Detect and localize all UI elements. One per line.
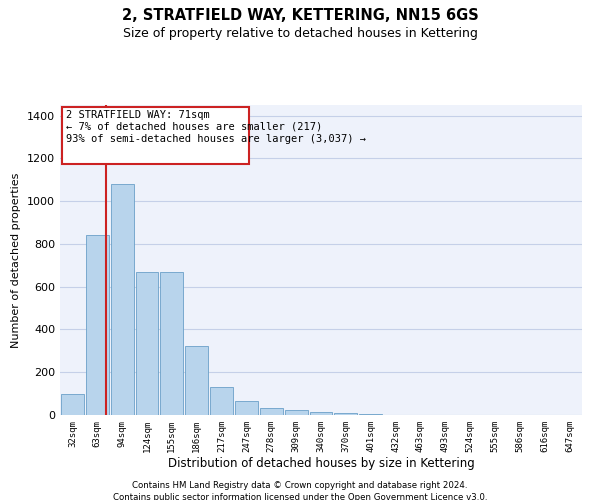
Bar xyxy=(359,414,382,415)
Bar xyxy=(210,387,233,415)
Bar xyxy=(185,346,208,415)
Text: Contains HM Land Registry data © Crown copyright and database right 2024.: Contains HM Land Registry data © Crown c… xyxy=(132,481,468,490)
Text: Size of property relative to detached houses in Kettering: Size of property relative to detached ho… xyxy=(122,28,478,40)
Bar xyxy=(111,184,134,415)
Bar xyxy=(310,412,332,415)
Text: Contains public sector information licensed under the Open Government Licence v3: Contains public sector information licen… xyxy=(113,492,487,500)
Bar xyxy=(61,394,84,415)
Text: Distribution of detached houses by size in Kettering: Distribution of detached houses by size … xyxy=(167,458,475,470)
FancyBboxPatch shape xyxy=(62,107,249,164)
Bar xyxy=(334,413,357,415)
Bar xyxy=(285,410,308,415)
Bar xyxy=(235,401,258,415)
Text: 2 STRATFIELD WAY: 71sqm
← 7% of detached houses are smaller (217)
93% of semi-de: 2 STRATFIELD WAY: 71sqm ← 7% of detached… xyxy=(66,110,366,144)
Y-axis label: Number of detached properties: Number of detached properties xyxy=(11,172,22,348)
Bar xyxy=(260,408,283,415)
Text: 2, STRATFIELD WAY, KETTERING, NN15 6GS: 2, STRATFIELD WAY, KETTERING, NN15 6GS xyxy=(122,8,478,22)
Bar xyxy=(160,272,183,415)
Bar xyxy=(86,236,109,415)
Bar xyxy=(136,272,158,415)
